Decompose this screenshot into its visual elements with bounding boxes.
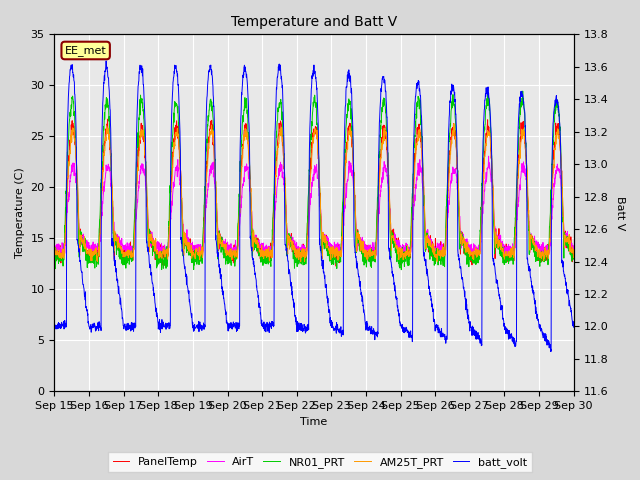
NR01_PRT bbox=[465, 264, 473, 270]
AM25T_PRT bbox=[539, 253, 547, 259]
AirT bbox=[524, 215, 532, 220]
AM25T_PRT bbox=[340, 187, 348, 192]
batt_volt bbox=[547, 348, 554, 354]
AM25T_PRT bbox=[51, 249, 58, 254]
PanelTemp bbox=[570, 255, 577, 261]
Legend: PanelTemp, AirT, NR01_PRT, AM25T_PRT, batt_volt: PanelTemp, AirT, NR01_PRT, AM25T_PRT, ba… bbox=[108, 452, 532, 472]
NR01_PRT bbox=[195, 253, 203, 259]
AM25T_PRT bbox=[329, 248, 337, 254]
Line: PanelTemp: PanelTemp bbox=[54, 119, 573, 266]
AirT bbox=[484, 153, 492, 159]
AirT bbox=[195, 246, 203, 252]
Line: NR01_PRT: NR01_PRT bbox=[54, 91, 573, 270]
batt_volt bbox=[329, 324, 337, 329]
AirT bbox=[465, 244, 473, 250]
Title: Temperature and Batt V: Temperature and Batt V bbox=[231, 15, 397, 29]
NR01_PRT bbox=[340, 164, 348, 170]
Line: AirT: AirT bbox=[54, 156, 573, 259]
AirT bbox=[539, 247, 547, 252]
PanelTemp bbox=[539, 250, 547, 255]
batt_volt bbox=[340, 141, 348, 146]
Text: EE_met: EE_met bbox=[65, 45, 106, 56]
NR01_PRT bbox=[519, 88, 527, 94]
AM25T_PRT bbox=[570, 253, 577, 259]
AM25T_PRT bbox=[297, 259, 305, 264]
PanelTemp bbox=[465, 248, 473, 254]
batt_volt bbox=[102, 58, 110, 64]
batt_volt bbox=[524, 262, 532, 267]
AM25T_PRT bbox=[195, 244, 203, 250]
PanelTemp bbox=[524, 202, 532, 208]
PanelTemp bbox=[340, 176, 348, 182]
AM25T_PRT bbox=[524, 200, 532, 205]
NR01_PRT bbox=[329, 260, 337, 266]
NR01_PRT bbox=[524, 216, 532, 221]
NR01_PRT bbox=[397, 267, 405, 273]
NR01_PRT bbox=[570, 256, 577, 262]
PanelTemp bbox=[329, 253, 337, 259]
batt_volt bbox=[539, 332, 547, 338]
PanelTemp bbox=[332, 264, 340, 269]
batt_volt bbox=[465, 320, 473, 325]
Line: batt_volt: batt_volt bbox=[54, 61, 573, 351]
batt_volt bbox=[51, 325, 58, 331]
AirT bbox=[570, 242, 577, 248]
AirT bbox=[335, 256, 342, 262]
batt_volt bbox=[196, 323, 204, 329]
AM25T_PRT bbox=[465, 247, 473, 252]
AirT bbox=[329, 247, 337, 253]
NR01_PRT bbox=[539, 255, 547, 261]
Y-axis label: Temperature (C): Temperature (C) bbox=[15, 168, 25, 258]
Y-axis label: Batt V: Batt V bbox=[615, 196, 625, 230]
NR01_PRT bbox=[51, 257, 58, 263]
AirT bbox=[51, 242, 58, 248]
AM25T_PRT bbox=[450, 120, 458, 126]
PanelTemp bbox=[196, 258, 204, 264]
PanelTemp bbox=[51, 244, 58, 250]
batt_volt bbox=[570, 324, 577, 330]
Line: AM25T_PRT: AM25T_PRT bbox=[54, 123, 573, 262]
AirT bbox=[340, 207, 348, 213]
X-axis label: Time: Time bbox=[300, 417, 328, 427]
PanelTemp bbox=[104, 116, 111, 122]
